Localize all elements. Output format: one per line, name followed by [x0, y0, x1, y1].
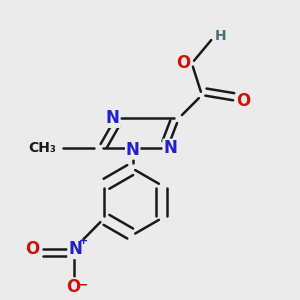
Text: O: O	[237, 92, 251, 110]
Text: N: N	[68, 240, 82, 258]
Text: N: N	[106, 109, 119, 127]
Text: N: N	[126, 141, 140, 159]
Text: −: −	[77, 279, 88, 292]
Text: O: O	[66, 278, 81, 296]
Text: +: +	[79, 236, 88, 246]
Text: O: O	[26, 240, 40, 258]
Text: N: N	[163, 140, 177, 158]
Text: O: O	[176, 54, 190, 72]
Text: CH₃: CH₃	[28, 141, 56, 155]
Text: H: H	[215, 29, 226, 43]
